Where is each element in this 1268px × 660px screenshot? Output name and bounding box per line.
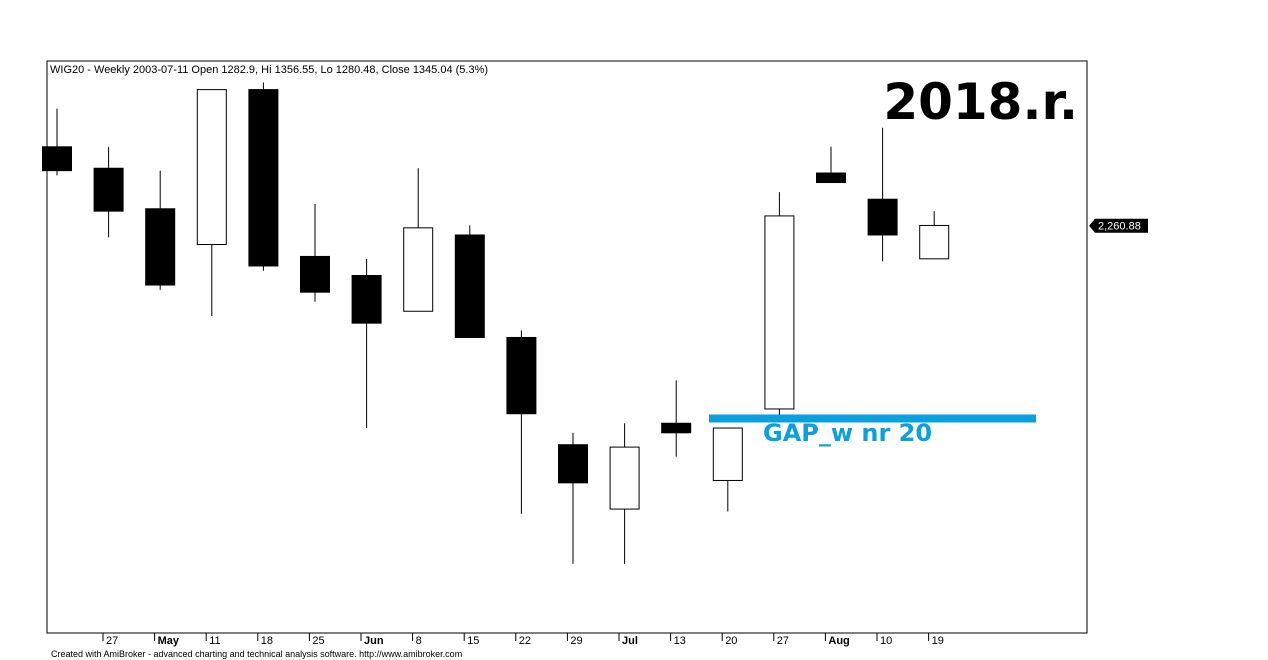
candle — [816, 146, 846, 184]
x-tick-label: 18 — [261, 635, 273, 647]
chart-header: WIG20 - Weekly 2003-07-11 Open 1282.9, H… — [50, 64, 488, 76]
last-price-tag: 2,260.88 — [1089, 218, 1148, 233]
x-tick-label: 20 — [725, 635, 737, 647]
x-tick-label: 8 — [416, 635, 422, 647]
candle-body-bull — [403, 227, 434, 312]
last-price-label: 2,260.88 — [1098, 221, 1141, 233]
candle — [712, 427, 743, 512]
gap-label: GAP_w nr 20 — [763, 419, 932, 447]
candle-body-bear — [248, 89, 279, 267]
x-tick-label: 25 — [312, 635, 324, 647]
x-tick-label: 11 — [209, 635, 220, 647]
candle — [919, 211, 950, 260]
candle — [93, 146, 124, 238]
candle-body-bear — [506, 336, 537, 415]
x-tick-label: Aug — [828, 635, 849, 647]
candle — [351, 258, 382, 429]
candle-body-bear — [558, 444, 588, 484]
candle — [42, 108, 72, 176]
credit-text: Created with AmiBroker - advanced charti… — [51, 649, 462, 659]
candle — [506, 330, 537, 514]
candle-body-bull — [919, 224, 950, 260]
candle-body-bear — [351, 275, 382, 324]
candle — [300, 204, 330, 302]
last-price-marker — [1089, 218, 1148, 233]
candle — [196, 89, 227, 317]
candle — [558, 432, 588, 564]
x-tick-label: Jun — [364, 635, 384, 647]
x-tick-label: May — [158, 635, 180, 647]
candle-body-bull — [712, 427, 743, 481]
x-tick-label: Jul — [622, 635, 638, 647]
candle — [145, 170, 176, 290]
candle-body-bear — [145, 208, 176, 286]
x-tick-label: 27 — [777, 635, 789, 647]
x-tick-label: 13 — [674, 635, 686, 647]
candle — [609, 423, 640, 564]
candle — [867, 127, 898, 262]
candle — [661, 380, 692, 457]
candle — [764, 192, 795, 417]
candle — [248, 82, 279, 271]
x-tick-label: 27 — [106, 635, 118, 647]
x-tick-label: 15 — [467, 635, 479, 647]
candle — [454, 225, 485, 338]
candle-body-bull — [609, 446, 640, 510]
year-annotation: 2018.r. — [883, 73, 1078, 131]
candle-body-bear — [42, 146, 72, 172]
x-tick-label: 10 — [880, 635, 892, 647]
candle-body-bear — [454, 234, 485, 338]
candle-body-bear — [867, 198, 898, 236]
candles-group — [42, 82, 950, 564]
x-tick-label: 19 — [932, 635, 944, 647]
x-tick-label: 29 — [570, 635, 582, 647]
candle-body-bear — [661, 422, 692, 434]
candle — [403, 168, 434, 312]
candle-body-bear — [93, 167, 124, 212]
candle-body-bull — [196, 89, 227, 246]
x-axis: 27 May 11 18 25 Jun 8 15 22 29 Jul 13 20 27 Aug 10 19 — [102, 633, 944, 647]
candle-body-bear — [300, 255, 330, 293]
x-tick-label: 22 — [519, 635, 531, 647]
candle-body-bull — [764, 215, 795, 410]
candle-body-bear — [816, 172, 846, 184]
